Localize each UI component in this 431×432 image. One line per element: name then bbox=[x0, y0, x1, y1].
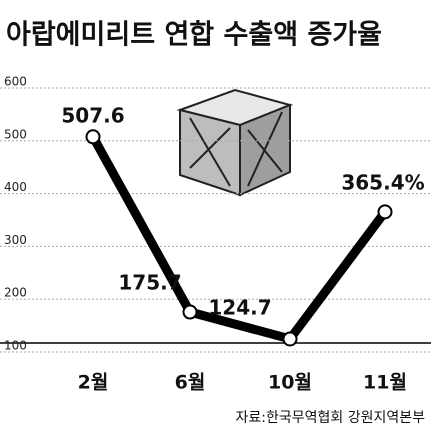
y-tick-label: 200 bbox=[4, 286, 27, 300]
point bbox=[377, 204, 393, 220]
line bbox=[89, 134, 389, 344]
y-tick-label: 100 bbox=[4, 339, 27, 353]
y-tick-label: 300 bbox=[4, 233, 27, 247]
value-label: 507.6 bbox=[61, 103, 124, 127]
y-tick-label: 600 bbox=[4, 75, 27, 89]
point bbox=[182, 304, 198, 320]
x-tick-label: 2월 bbox=[78, 372, 109, 394]
value-label: 365.4% bbox=[341, 170, 424, 194]
value-label: 175.7 bbox=[118, 271, 181, 295]
source-note: 자료:한국무역협회 강원지역본부 bbox=[236, 410, 426, 426]
y-tick-label: 400 bbox=[4, 180, 27, 194]
point bbox=[282, 331, 298, 347]
x-tick-label: 11월 bbox=[363, 372, 407, 394]
value-label: 124.7 bbox=[208, 295, 271, 319]
crate-icon bbox=[176, 88, 294, 197]
chart-title: 아랍에미리트 연합 수출액 증가율 bbox=[6, 20, 382, 51]
y-tick-label: 500 bbox=[4, 127, 27, 141]
point bbox=[85, 129, 101, 145]
x-tick-label: 10월 bbox=[268, 372, 312, 394]
x-tick-label: 6월 bbox=[175, 372, 206, 394]
